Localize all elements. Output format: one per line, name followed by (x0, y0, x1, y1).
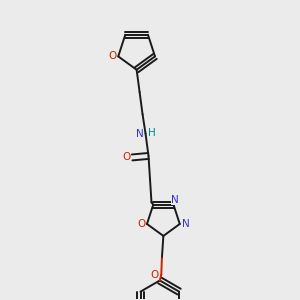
Text: N: N (171, 195, 179, 205)
Text: O: O (137, 219, 145, 229)
Text: N: N (136, 129, 144, 139)
Text: O: O (151, 269, 159, 280)
Text: N: N (182, 219, 190, 229)
Text: O: O (109, 51, 117, 62)
Text: H: H (148, 128, 156, 138)
Text: O: O (123, 152, 131, 162)
